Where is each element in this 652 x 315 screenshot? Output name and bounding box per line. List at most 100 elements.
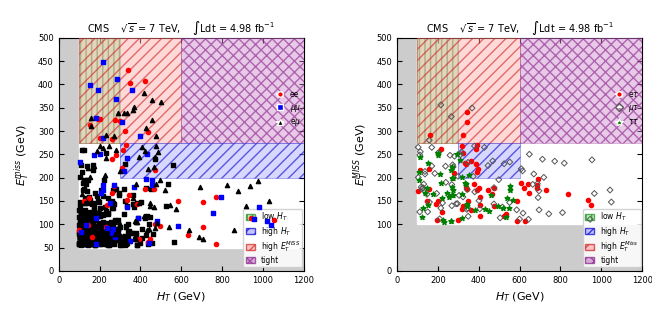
Point <box>475 203 486 208</box>
Point <box>146 117 156 122</box>
Point <box>78 212 89 217</box>
Point <box>80 223 91 228</box>
Point <box>109 134 119 139</box>
Point <box>132 220 142 225</box>
Point <box>469 182 480 187</box>
Point <box>125 238 136 243</box>
Point <box>89 226 100 232</box>
Point <box>82 217 92 222</box>
Point <box>100 232 111 237</box>
Point <box>419 181 429 186</box>
Point <box>472 143 482 148</box>
Legend: low $H_T$, high $H_T$, high $E_T^{Miss}$, tight: low $H_T$, high $H_T$, high $E_T^{Miss}$… <box>583 209 641 267</box>
Point <box>417 214 428 219</box>
Point <box>132 242 142 247</box>
Point <box>122 197 132 202</box>
Point <box>85 198 95 203</box>
Y-axis label: $E_T^{miss}$ (GeV): $E_T^{miss}$ (GeV) <box>13 123 33 186</box>
Point <box>144 203 155 208</box>
Point <box>82 228 93 233</box>
Point <box>74 242 85 247</box>
Point <box>516 181 527 186</box>
Point <box>90 217 100 222</box>
Point <box>91 238 102 243</box>
Point <box>87 227 97 232</box>
Point <box>99 229 110 234</box>
Point <box>533 176 543 181</box>
Point <box>81 215 91 220</box>
Point <box>469 143 480 148</box>
Point <box>457 215 467 220</box>
Point <box>92 235 102 240</box>
Point <box>78 231 89 236</box>
Point <box>132 215 143 220</box>
Point <box>137 236 147 241</box>
Point <box>505 159 515 164</box>
Point <box>115 243 125 248</box>
Point <box>106 156 117 161</box>
Bar <box>79 38 181 143</box>
Point <box>132 242 142 247</box>
Point <box>77 191 87 196</box>
Point <box>111 235 121 240</box>
Point <box>75 232 85 238</box>
Point <box>82 222 92 227</box>
Bar <box>417 38 458 143</box>
Point <box>111 76 122 81</box>
Point <box>100 150 111 155</box>
Point <box>82 163 92 168</box>
Point <box>232 188 243 193</box>
Point <box>119 111 129 116</box>
Point <box>119 211 130 216</box>
Point <box>76 170 87 175</box>
Point <box>149 204 159 209</box>
Point <box>96 234 106 239</box>
Point <box>88 231 98 236</box>
Point <box>462 187 473 192</box>
Point <box>126 230 137 235</box>
Point <box>76 222 86 227</box>
Point <box>114 192 125 198</box>
Point <box>111 96 121 101</box>
Point <box>462 207 472 212</box>
Point <box>121 224 131 229</box>
Point <box>557 210 568 215</box>
Point <box>471 162 482 167</box>
Point <box>456 150 467 155</box>
Point <box>480 207 490 212</box>
Point <box>84 240 95 245</box>
Point <box>85 238 95 243</box>
Point <box>78 224 89 229</box>
Point <box>508 198 518 203</box>
Point <box>78 232 89 237</box>
Point <box>93 213 104 218</box>
Point <box>88 201 98 206</box>
Point <box>143 226 154 231</box>
Point <box>125 238 135 243</box>
Point <box>93 116 104 121</box>
Point <box>433 150 443 155</box>
Point <box>120 234 130 239</box>
Point <box>455 152 466 157</box>
Bar <box>458 143 520 178</box>
Point <box>464 173 474 178</box>
Point <box>78 232 89 237</box>
Point <box>428 191 438 196</box>
Point <box>90 237 100 242</box>
Point <box>107 205 117 210</box>
Point <box>155 178 165 183</box>
Point <box>74 175 85 180</box>
Point <box>421 186 432 191</box>
Point <box>74 235 85 240</box>
Point <box>80 224 91 229</box>
Point <box>80 239 90 244</box>
Point <box>211 241 222 246</box>
Point <box>78 241 89 246</box>
Point <box>456 192 467 197</box>
Point <box>97 233 108 238</box>
Point <box>87 238 97 243</box>
Point <box>145 236 155 241</box>
Point <box>108 226 118 231</box>
Point <box>82 242 93 247</box>
Point <box>74 238 85 243</box>
